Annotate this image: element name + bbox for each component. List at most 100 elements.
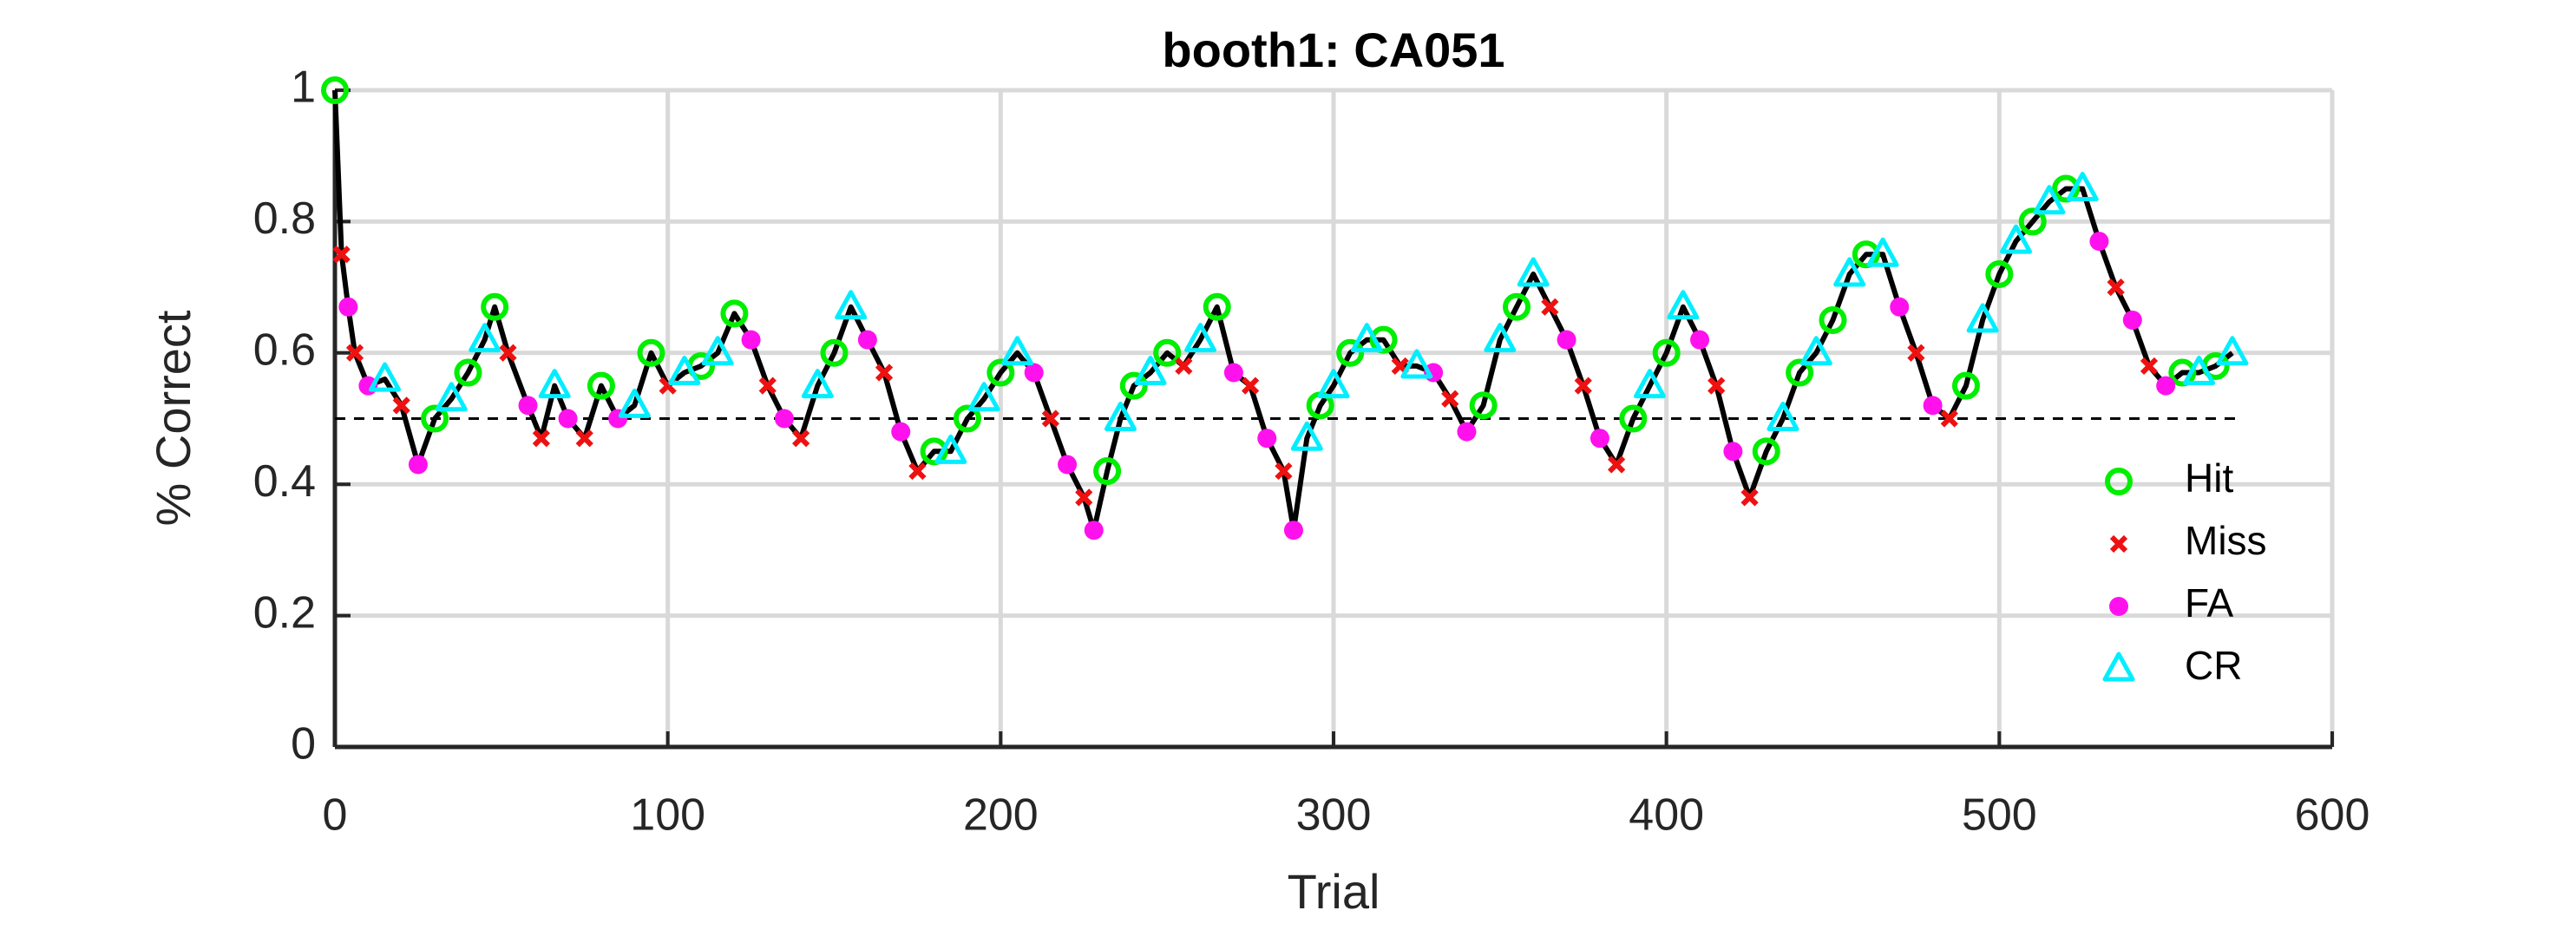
x-tick-label: 400 xyxy=(1629,790,1704,841)
miss-marker xyxy=(2107,278,2125,297)
y-tick-label: 1 xyxy=(291,62,316,113)
fa-marker xyxy=(408,455,428,475)
hit-marker xyxy=(587,371,615,400)
fa-marker xyxy=(2089,232,2109,252)
fa-marker xyxy=(1923,396,1943,416)
cr-marker xyxy=(469,323,501,353)
legend-marker xyxy=(2102,652,2135,682)
legend-marker xyxy=(2109,597,2128,616)
cr-marker xyxy=(1290,421,1323,451)
x-tick-label: 0 xyxy=(323,790,348,841)
miss-marker xyxy=(499,344,517,362)
cr-marker xyxy=(1799,336,1832,366)
cr-marker xyxy=(1350,323,1383,353)
miss-marker xyxy=(1907,344,1925,362)
legend-label: Hit xyxy=(2185,455,2233,501)
cr-marker xyxy=(967,382,1000,412)
hit-marker xyxy=(637,338,665,367)
miss-marker xyxy=(1175,357,1193,376)
fa-marker xyxy=(1283,521,1303,540)
fa-marker xyxy=(741,330,761,350)
miss-marker xyxy=(908,462,927,481)
miss-marker xyxy=(1940,409,1958,428)
legend-marker xyxy=(2105,468,2133,495)
fa-marker xyxy=(1024,363,1044,383)
cr-marker xyxy=(2000,224,2033,254)
fa-marker xyxy=(1257,429,1277,449)
x-tick-label: 600 xyxy=(2295,790,2370,841)
cr-marker xyxy=(668,356,701,386)
miss-marker xyxy=(332,246,351,264)
fa-marker xyxy=(1457,422,1477,442)
legend-label: CR xyxy=(2185,643,2242,688)
fa-marker xyxy=(1058,455,1078,475)
miss-marker xyxy=(1275,462,1293,481)
fa-marker xyxy=(2122,310,2142,330)
cr-marker xyxy=(1104,402,1137,431)
cr-marker xyxy=(835,290,868,320)
hit-marker xyxy=(920,437,948,466)
cr-marker xyxy=(1400,349,1433,379)
hit-marker xyxy=(720,299,749,328)
miss-marker xyxy=(1708,377,1726,395)
cr-marker xyxy=(2066,172,2099,202)
miss-marker xyxy=(1541,298,1559,316)
fa-marker xyxy=(1223,363,1243,383)
cr-marker xyxy=(1866,237,1899,267)
miss-marker xyxy=(532,429,550,448)
hit-marker xyxy=(1119,371,1148,400)
cr-marker xyxy=(1667,290,1700,320)
cr-marker xyxy=(435,382,468,412)
cr-marker xyxy=(701,336,734,366)
fa-marker xyxy=(1723,442,1743,462)
miss-marker xyxy=(875,363,894,382)
hit-marker xyxy=(1203,292,1231,321)
y-tick-label: 0.6 xyxy=(253,325,316,376)
cr-marker xyxy=(1633,369,1666,399)
hit-marker xyxy=(1786,358,1814,387)
fa-marker xyxy=(2156,376,2176,396)
y-tick-label: 0.2 xyxy=(253,587,316,638)
cr-marker xyxy=(1134,356,1167,386)
cr-marker xyxy=(2183,356,2216,386)
miss-marker xyxy=(1041,409,1060,428)
fa-marker xyxy=(891,422,911,442)
hit-marker xyxy=(2052,174,2081,203)
hit-marker xyxy=(2018,207,2047,236)
hit-marker xyxy=(1852,240,1880,269)
fa-marker xyxy=(1590,429,1609,449)
y-axis-label: % Correct xyxy=(146,310,200,526)
chart-title: booth1: CA051 xyxy=(1162,23,1504,77)
miss-marker xyxy=(1075,488,1093,507)
y-tick-label: 0.4 xyxy=(253,456,316,507)
cr-marker xyxy=(2216,336,2249,366)
miss-marker xyxy=(792,429,810,448)
miss-marker xyxy=(758,377,777,395)
fa-marker xyxy=(1890,297,1910,317)
y-tick-label: 0.8 xyxy=(253,193,316,244)
legend-marker xyxy=(2109,534,2128,553)
fa-marker xyxy=(338,297,358,317)
cr-marker xyxy=(369,362,402,392)
cr-marker xyxy=(1184,323,1217,353)
miss-marker xyxy=(345,344,364,362)
x-tick-label: 200 xyxy=(963,790,1039,841)
fa-marker xyxy=(774,409,794,429)
cr-marker xyxy=(1766,402,1799,431)
cr-marker xyxy=(1317,369,1350,399)
hit-marker xyxy=(2168,358,2197,387)
miss-marker xyxy=(392,396,410,415)
hit-marker xyxy=(1985,259,2014,288)
cr-marker xyxy=(2033,185,2066,215)
hit-marker xyxy=(1652,338,1681,367)
cr-marker xyxy=(1966,303,1999,333)
miss-marker xyxy=(2140,357,2159,376)
hit-marker xyxy=(820,338,849,367)
cr-marker xyxy=(1484,323,1517,353)
hit-marker xyxy=(321,76,349,104)
hit-marker xyxy=(421,404,449,433)
x-tick-label: 100 xyxy=(630,790,705,841)
hit-marker xyxy=(1951,371,1980,400)
fa-marker xyxy=(857,330,877,350)
